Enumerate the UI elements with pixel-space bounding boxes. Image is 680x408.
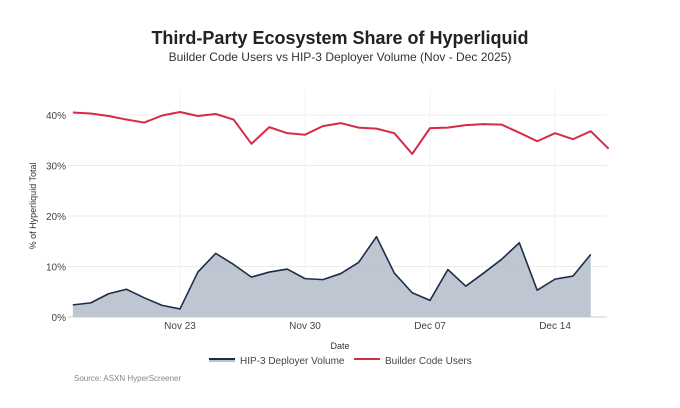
y-tick-label: 40%: [46, 111, 66, 122]
y-tick-label: 30%: [46, 162, 66, 173]
chart-title: Third-Party Ecosystem Share of Hyperliqu…: [151, 28, 529, 48]
x-axis-label: Date: [330, 341, 349, 351]
x-tick-label: Dec 14: [539, 321, 571, 332]
x-tick-label: Nov 30: [289, 321, 321, 332]
series-line-hip3-deployer-volume: [72, 235, 592, 310]
y-axis-label: % of Hyperliquid Total: [28, 162, 38, 249]
legend-label: HIP-3 Deployer Volume: [240, 356, 345, 367]
x-tick-label: Nov 23: [164, 321, 196, 332]
series-line-builder-code-users: [72, 110, 610, 155]
y-tick-label: 20%: [46, 212, 66, 223]
y-tick-label: 0%: [52, 313, 67, 324]
legend-label: Builder Code Users: [385, 356, 472, 367]
y-tick-label: 10%: [46, 263, 66, 274]
x-tick-label: Dec 07: [414, 321, 446, 332]
source-note: Source: ASXN HyperScreener: [74, 374, 182, 383]
chart-subtitle: Builder Code Users vs HIP-3 Deployer Vol…: [168, 50, 512, 64]
